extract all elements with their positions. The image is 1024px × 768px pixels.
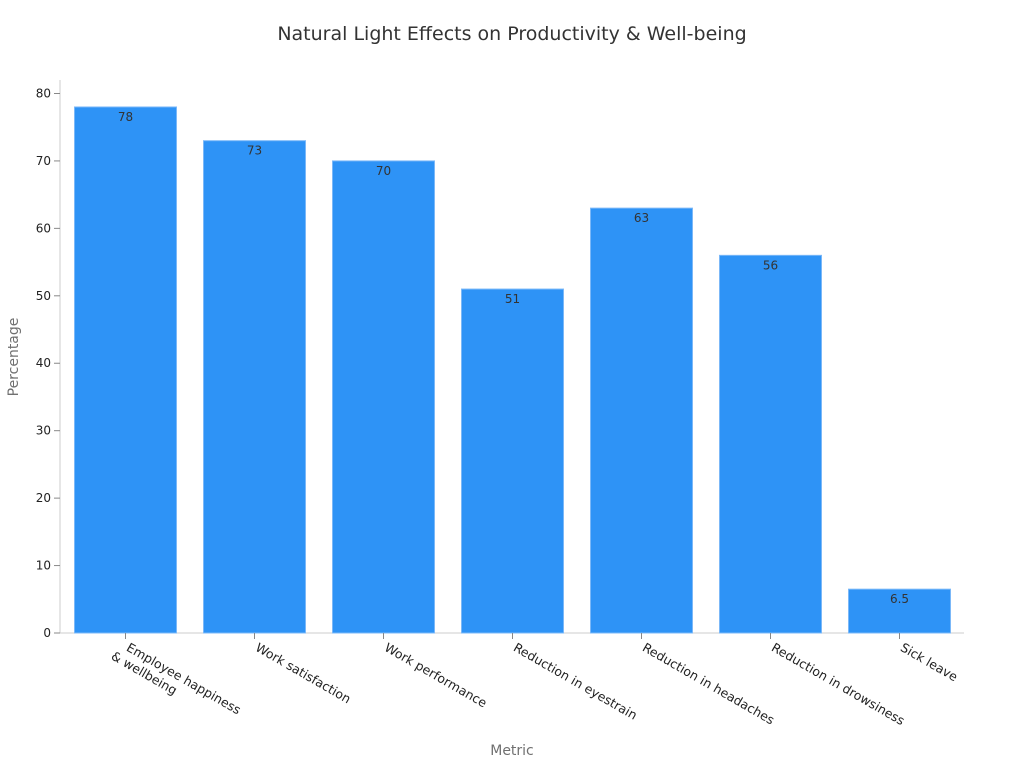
y-tick-label: 80 [36,86,51,100]
bar-value-label: 56 [763,258,778,272]
x-tick-label: Reduction in drowsiness [769,640,907,729]
bar-value-label: 70 [376,164,391,178]
bar-value-label: 78 [118,110,133,124]
bar-value-label: 73 [247,144,262,158]
x-tick-label: Work performance [382,640,490,711]
x-tick-label: Work satisfaction [253,640,354,707]
y-tick-label: 0 [43,626,51,640]
y-tick-label: 50 [36,289,51,303]
bar[interactable] [590,207,693,634]
bar[interactable] [332,160,435,634]
bar[interactable] [203,140,306,634]
x-tick-label: Sick leave [898,640,961,685]
y-tick-label: 70 [36,154,51,168]
y-tick-label: 10 [36,559,51,573]
chart-title: Natural Light Effects on Productivity & … [277,23,746,45]
bar-value-label: 6.5 [890,592,909,606]
x-tick-label-line: Work satisfaction [253,640,354,707]
y-tick-label: 40 [36,356,51,370]
y-axis-ticks: 0 10 20 30 40 50 60 70 80 [36,86,60,640]
x-tick-label: Reduction in eyestrain [511,640,640,723]
x-tick-label-line: Reduction in drowsiness [769,640,907,729]
bar-value-label: 63 [634,211,649,225]
y-tick-label: 30 [36,424,51,438]
bar[interactable] [848,588,951,634]
x-tick-label: Employee happiness& wellbeing [109,635,244,730]
bars-group: 78 73 70 51 63 56 6.5 [74,106,951,634]
bar[interactable] [719,254,822,634]
bar-value-label: 51 [505,292,520,306]
bar[interactable] [74,106,177,634]
x-axis-title: Metric [490,743,534,759]
x-axis-ticks: Employee happiness& wellbeing Work satisf… [109,633,961,730]
y-axis-title: Percentage [6,318,22,397]
x-tick-label-line: Reduction in eyestrain [511,640,640,723]
x-tick-label-line: Reduction in headaches [640,640,777,728]
bar[interactable] [461,288,564,634]
x-tick-label-line: Sick leave [898,640,961,685]
x-tick-label: Reduction in headaches [640,640,777,728]
y-tick-label: 60 [36,221,51,235]
y-tick-label: 20 [36,491,51,505]
x-tick-label-line: Work performance [382,640,490,711]
